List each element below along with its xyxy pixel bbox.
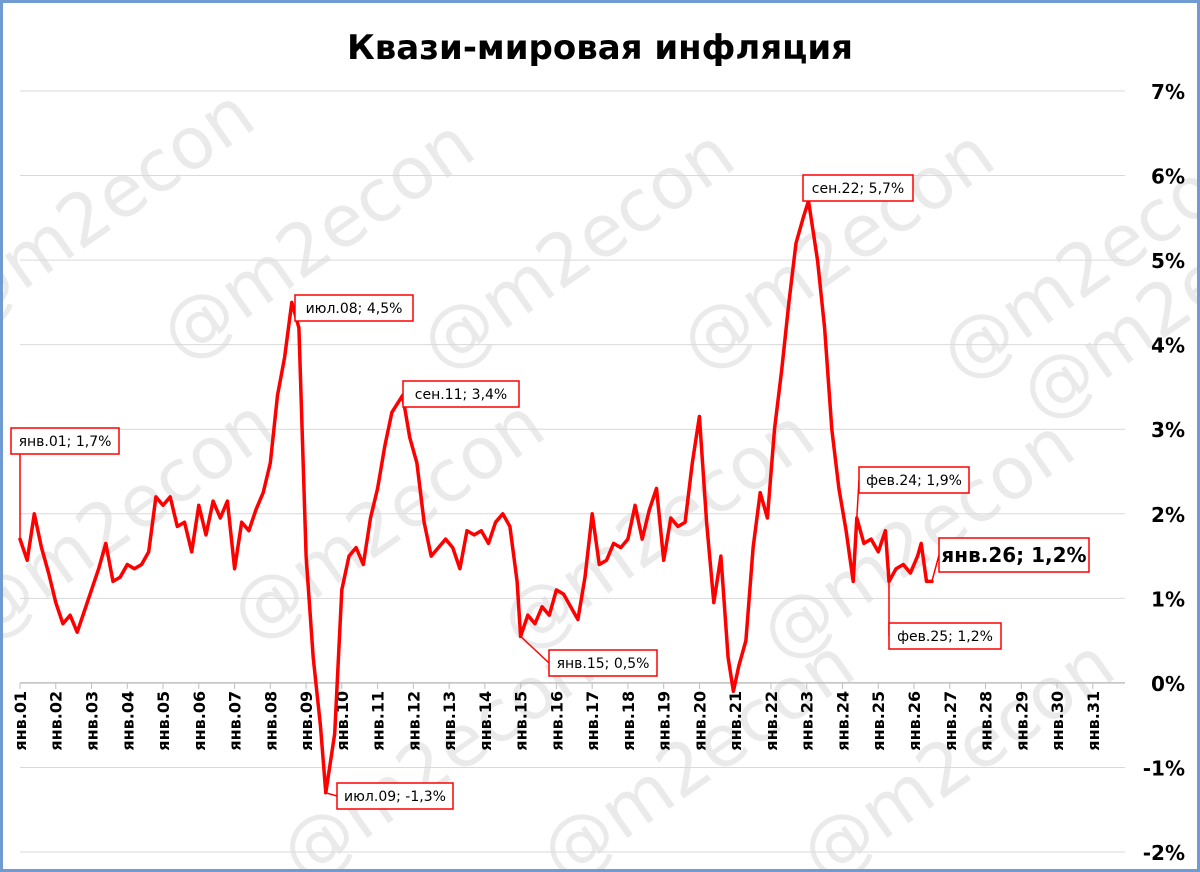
chart-svg: @m2econ@m2econ@m2econ@m2econ@m2econ@m2ec… bbox=[3, 28, 1197, 869]
y-axis: 7% 6% 5% 4% 3% 2% 1% 0% -1% -2% bbox=[1143, 80, 1185, 865]
annotation-leader bbox=[520, 635, 550, 664]
x-tick-label: янв.26 bbox=[905, 691, 924, 751]
annotation-box bbox=[938, 537, 1090, 573]
x-tick-label: янв.05 bbox=[154, 691, 173, 751]
x-tick-label: янв.28 bbox=[977, 691, 996, 751]
chart-title: Квази-мировая инфляция bbox=[347, 28, 853, 68]
x-tick-label: янв.13 bbox=[440, 691, 459, 751]
annotation-box bbox=[888, 622, 1002, 650]
annotation-label: июл.08; 4,5% bbox=[306, 301, 403, 317]
x-tick-label: янв.24 bbox=[833, 691, 852, 751]
annotation-box bbox=[402, 380, 520, 408]
y-tick-label: 6% bbox=[1151, 165, 1185, 189]
x-tick-label: янв.27 bbox=[941, 691, 960, 751]
x-tick-label: янв.31 bbox=[1084, 691, 1103, 751]
y-tick-label: 4% bbox=[1151, 334, 1185, 358]
y-tick-label: 7% bbox=[1151, 80, 1185, 104]
x-tick-label: янв.19 bbox=[655, 691, 674, 751]
annotation-label: янв.26; 1,2% bbox=[941, 543, 1086, 567]
annotation-label: фев.24; 1,9% bbox=[866, 473, 962, 489]
annotation-box bbox=[336, 782, 454, 810]
y-tick-label: 2% bbox=[1151, 503, 1185, 527]
annotation-box bbox=[858, 466, 970, 494]
x-tick-label: янв.01 bbox=[11, 691, 30, 751]
x-tick-label: янв.08 bbox=[261, 691, 280, 751]
x-tick-label: янв.23 bbox=[798, 691, 817, 751]
x-tick-label: янв.17 bbox=[583, 691, 602, 751]
x-tick-label: янв.21 bbox=[726, 691, 745, 751]
annotation-box bbox=[802, 174, 914, 202]
x-tick-label: янв.25 bbox=[869, 691, 888, 751]
y-tick-label: 0% bbox=[1151, 672, 1185, 696]
x-tick-label: янв.07 bbox=[226, 691, 245, 751]
y-tick-label: -2% bbox=[1143, 841, 1185, 865]
x-tick-label: янв.15 bbox=[512, 691, 531, 751]
x-tick-label: янв.18 bbox=[619, 691, 638, 751]
x-tick-label: янв.20 bbox=[690, 691, 709, 751]
x-tick-label: янв.06 bbox=[190, 691, 209, 751]
annotation-box bbox=[294, 294, 414, 322]
series-layer bbox=[18, 199, 934, 795]
annotation-box bbox=[10, 427, 120, 455]
annotation-box bbox=[548, 649, 658, 677]
annotation-leader bbox=[325, 792, 338, 797]
x-tick-label: янв.12 bbox=[404, 691, 423, 751]
annotations-layer: янв.01; 1,7% июл.08; 4,5% июл.09; -1,3% сен… bbox=[10, 174, 1090, 810]
annotation-label: сен.11; 3,4% bbox=[415, 387, 507, 403]
x-tick-label: янв.02 bbox=[47, 691, 66, 751]
x-tick-label: янв.03 bbox=[83, 691, 102, 751]
series-line bbox=[18, 199, 934, 795]
x-tick-label: янв.30 bbox=[1048, 691, 1067, 751]
annotation-label: сен.22; 5,7% bbox=[812, 181, 904, 197]
grid-lines bbox=[20, 90, 1125, 853]
x-tick-label: янв.29 bbox=[1012, 691, 1031, 751]
annotation-label: фев.25; 1,2% bbox=[897, 629, 993, 645]
annotation-label: июл.09; -1,3% bbox=[344, 789, 446, 805]
x-tick-label: янв.14 bbox=[476, 691, 495, 751]
y-tick-label: 3% bbox=[1151, 418, 1185, 442]
y-tick-label: -1% bbox=[1143, 756, 1185, 780]
x-tick-label: янв.16 bbox=[547, 691, 566, 751]
y-tick-label: 5% bbox=[1151, 249, 1185, 273]
x-tick-label: янв.22 bbox=[762, 691, 781, 751]
annotation-leader bbox=[931, 554, 940, 582]
annotation-label: янв.15; 0,5% bbox=[557, 656, 650, 672]
annotation-label: янв.01; 1,7% bbox=[19, 434, 112, 450]
x-tick-label: янв.11 bbox=[369, 691, 388, 751]
x-tick-label: янв.09 bbox=[297, 691, 316, 751]
x-tick-label: янв.04 bbox=[118, 691, 137, 751]
y-tick-label: 1% bbox=[1151, 587, 1185, 611]
